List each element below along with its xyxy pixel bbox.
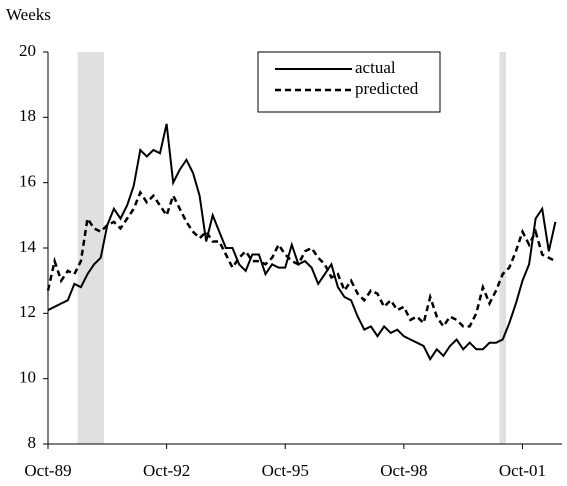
series-line (46, 189, 556, 329)
series-line (47, 123, 557, 362)
y-tick-label: 14 (19, 237, 37, 256)
legend-label: actual (355, 58, 396, 77)
y-tick-label: 12 (19, 302, 36, 321)
x-tick-label: Oct-01 (499, 461, 546, 480)
shaded-period (499, 52, 506, 444)
y-tick-label: 8 (28, 433, 37, 452)
x-tick-label: Oct-98 (380, 461, 427, 480)
y-tick-label: 10 (19, 368, 36, 387)
shaded-period (77, 52, 105, 444)
x-tick-label: Oct-92 (143, 461, 190, 480)
legend-label: predicted (355, 79, 419, 98)
y-tick-label: 18 (19, 106, 36, 125)
y-axis-label: Weeks (6, 5, 51, 24)
y-tick-label: 20 (19, 41, 36, 60)
y-tick-label: 16 (19, 172, 36, 191)
x-tick-label: Oct-89 (24, 461, 71, 480)
legend-box (257, 51, 441, 113)
x-tick-label: Oct-95 (262, 461, 309, 480)
